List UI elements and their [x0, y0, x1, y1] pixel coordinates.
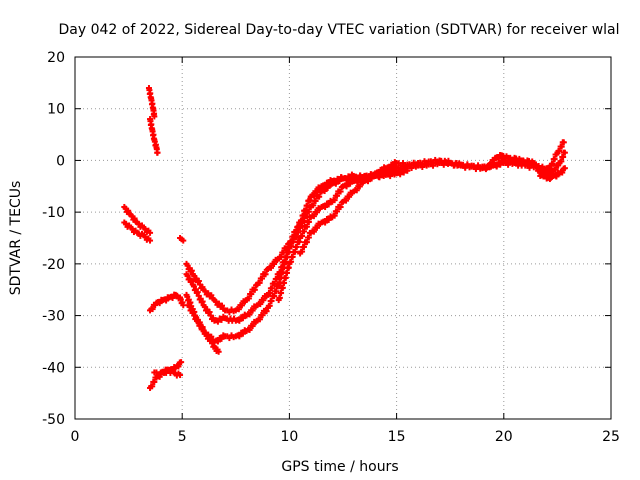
series-arc-f	[147, 291, 187, 314]
series-arc-12	[543, 165, 568, 183]
x-tick-label: 0	[71, 429, 80, 445]
x-axis-label: GPS time / hours	[281, 459, 398, 475]
grid-lines	[75, 57, 611, 419]
y-tick-label: 10	[47, 102, 65, 118]
series-arc-e	[177, 235, 187, 244]
x-tick-label: 20	[495, 429, 513, 445]
y-tick-label: -20	[42, 257, 65, 273]
y-axis-label: SDTVAR / TECUs	[8, 181, 24, 296]
x-tick-label: 5	[178, 429, 187, 445]
series-arc-11	[537, 149, 568, 180]
y-tick-label: -10	[42, 205, 65, 221]
series-arc-d	[121, 219, 154, 244]
y-tick-label: 0	[56, 153, 65, 169]
y-tick-label: 20	[47, 50, 65, 66]
series-arc-4	[185, 302, 222, 355]
data-points	[121, 85, 568, 391]
series-arc-a	[145, 85, 158, 120]
y-tick-label: -50	[42, 412, 65, 428]
series-arc-c	[121, 203, 154, 236]
plot-frame	[74, 56, 612, 420]
y-tick-label: -30	[42, 309, 65, 325]
series-arc-h	[151, 366, 184, 379]
y-tick-label: -40	[42, 360, 65, 376]
x-tick-label: 25	[602, 429, 620, 445]
axis-ticks: 0 5 10 15 20 25 -50 -40 -30 -20 -10 0 10 20	[42, 50, 620, 445]
series-arc-b	[147, 116, 161, 156]
x-tick-label: 10	[280, 429, 298, 445]
x-tick-label: 15	[388, 429, 406, 445]
series-arc-6	[297, 166, 411, 257]
chart-title: Day 042 of 2022, Sidereal Day-to-day VTE…	[58, 22, 619, 38]
